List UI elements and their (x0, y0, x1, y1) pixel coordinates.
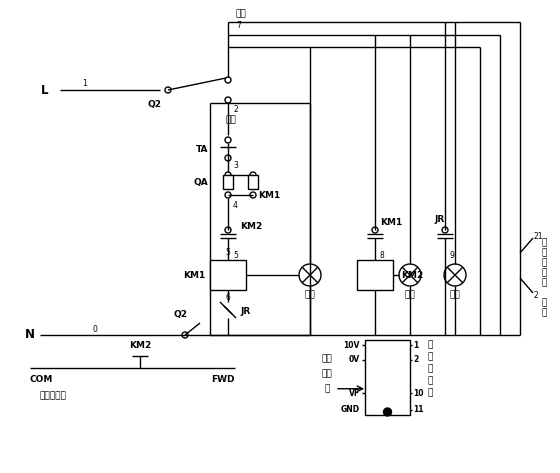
Text: 工频: 工频 (226, 115, 237, 124)
Text: KM1: KM1 (183, 271, 205, 280)
Text: 10: 10 (413, 388, 423, 397)
Text: 变频: 变频 (236, 9, 247, 18)
Text: Q2: Q2 (173, 310, 187, 319)
Text: 频: 频 (427, 352, 433, 361)
Text: Q2: Q2 (148, 100, 162, 110)
Bar (210, 260, 246, 290)
Text: 压力: 压力 (321, 369, 333, 378)
Text: JR: JR (240, 307, 250, 316)
Text: KM2: KM2 (240, 222, 262, 231)
Text: 3: 3 (233, 161, 238, 170)
Text: 8: 8 (380, 251, 385, 260)
Text: 器: 器 (427, 365, 433, 374)
Text: 表: 表 (324, 384, 330, 393)
Circle shape (384, 408, 391, 416)
Text: N: N (25, 329, 35, 342)
Text: 变频器端子: 变频器端子 (40, 392, 67, 401)
Text: FWD: FWD (212, 376, 235, 385)
Text: TA: TA (195, 144, 208, 154)
Text: 21: 21 (534, 233, 544, 242)
Text: 2: 2 (413, 356, 418, 365)
Bar (357, 260, 393, 290)
Text: KM1: KM1 (258, 191, 280, 200)
Text: 变: 变 (427, 341, 433, 350)
Text: GND: GND (341, 405, 360, 414)
Text: 远传: 远传 (321, 354, 333, 363)
Text: 11: 11 (413, 405, 423, 414)
Text: KM2: KM2 (129, 342, 151, 350)
Text: 频: 频 (542, 248, 547, 257)
Text: 器: 器 (542, 259, 547, 268)
Text: QA: QA (193, 177, 208, 186)
Text: 2: 2 (233, 105, 238, 114)
Text: 0V: 0V (349, 356, 360, 365)
Text: KM2: KM2 (401, 271, 423, 280)
Text: 变频: 变频 (405, 290, 416, 299)
Text: 7: 7 (236, 21, 241, 30)
Text: 10V: 10V (344, 341, 360, 350)
Text: 端: 端 (542, 269, 547, 278)
Bar (248, 175, 258, 189)
Text: JR: JR (435, 216, 445, 225)
Text: 故: 故 (542, 298, 547, 307)
Bar (223, 175, 233, 189)
Text: VF: VF (349, 388, 360, 397)
Text: L: L (41, 84, 49, 96)
Text: 子: 子 (542, 279, 547, 288)
Text: 1: 1 (83, 79, 87, 88)
Text: 5: 5 (233, 251, 238, 260)
Bar (365, 340, 410, 415)
Text: 变: 变 (542, 238, 547, 247)
Text: 障: 障 (542, 308, 547, 317)
Text: 4: 4 (233, 201, 238, 210)
Text: 子: 子 (427, 388, 433, 397)
Text: 0: 0 (92, 324, 97, 333)
Text: 5: 5 (226, 248, 230, 257)
Text: 2: 2 (534, 291, 539, 300)
Text: 故障: 故障 (450, 290, 460, 299)
Text: COM: COM (30, 376, 53, 385)
Text: 6: 6 (226, 292, 230, 301)
Text: 9: 9 (450, 251, 455, 260)
Text: 工频: 工频 (305, 290, 315, 299)
Text: KM1: KM1 (380, 219, 402, 228)
Text: 端: 端 (427, 377, 433, 385)
Text: 1: 1 (413, 341, 418, 350)
